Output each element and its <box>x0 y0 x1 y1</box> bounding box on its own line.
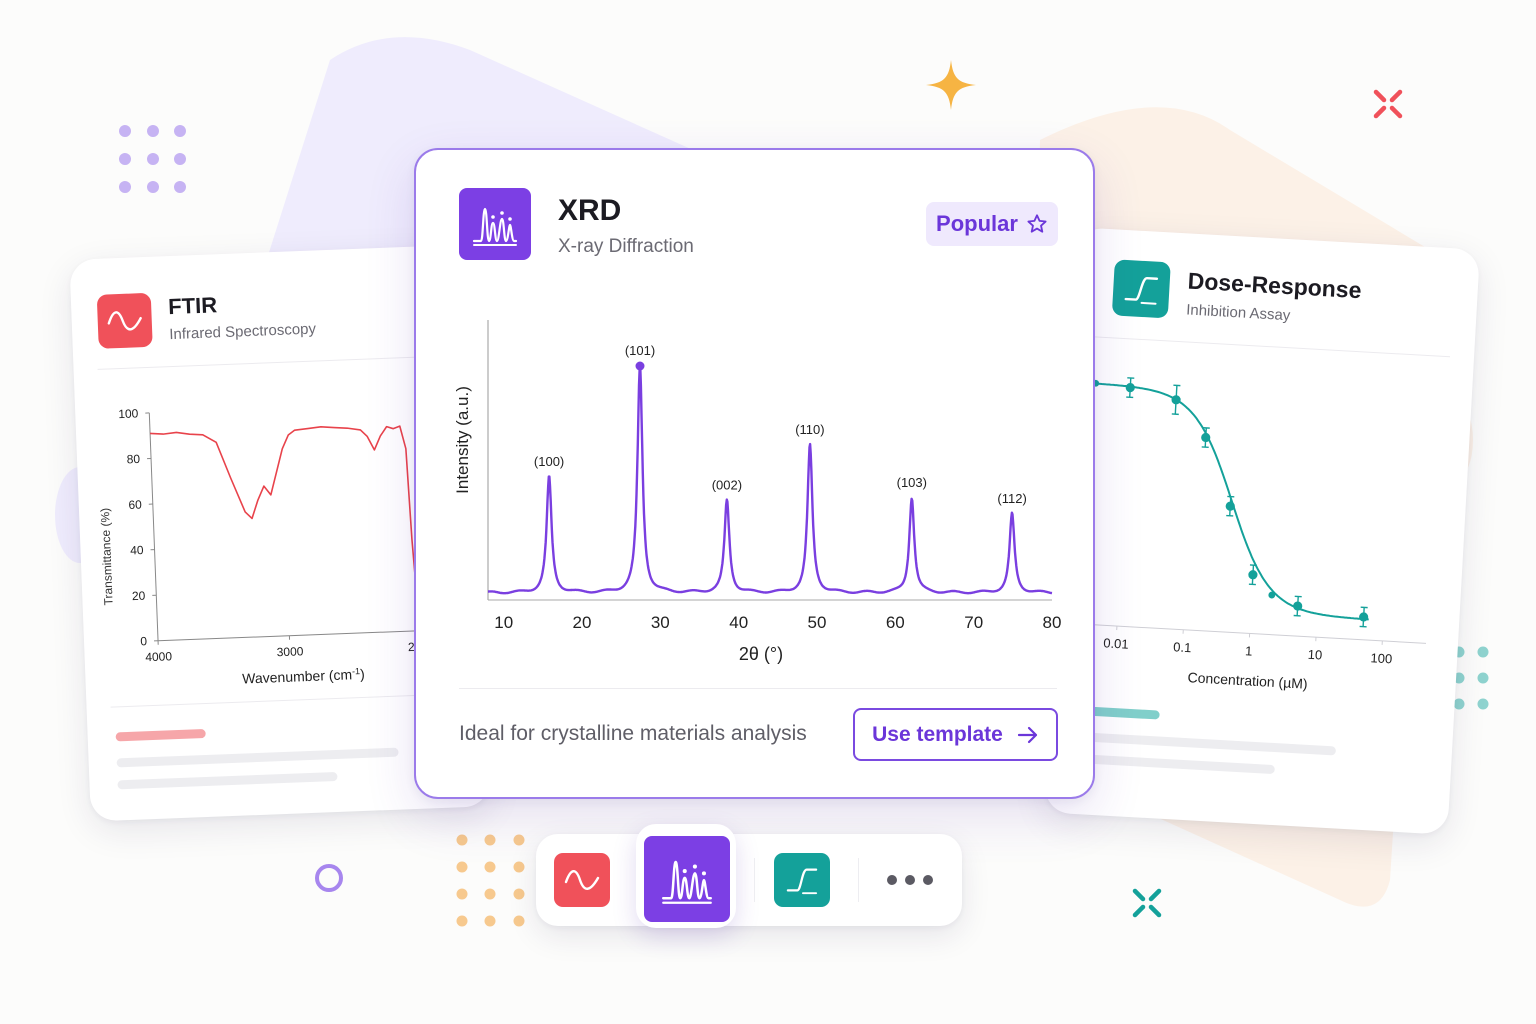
skeleton-line <box>116 747 399 768</box>
ring-icon <box>315 864 343 892</box>
x-tick-label: 10 <box>494 613 513 632</box>
data-point <box>1248 570 1258 580</box>
dose-response-chart: 0.01 0.1 1 10 100 Concentration (µM) <box>1074 377 1427 692</box>
x-tick-label: 80 <box>1043 613 1062 632</box>
peak-label: (110) <box>795 422 824 437</box>
dose-response-card[interactable]: Dose-Response Inhibition Assay 0.01 0.1 1 1… <box>1043 227 1481 835</box>
skeleton-bar <box>115 729 206 742</box>
dock-item-ftir[interactable] <box>554 853 610 907</box>
y-axis-label: Intensity (a.u.) <box>453 386 472 494</box>
peak-label: (100) <box>534 454 564 469</box>
sigmoid-icon <box>786 868 818 895</box>
sigmoid-icon <box>1111 259 1171 319</box>
popular-label: Popular <box>936 211 1018 236</box>
x-tick-label: 3000 <box>276 644 304 659</box>
purple-dot-grid <box>119 125 186 193</box>
x-tick-label: 40 <box>729 613 748 632</box>
x-tick-label: 0.01 <box>1103 635 1129 651</box>
x-tick-label: 0.1 <box>1173 639 1192 655</box>
wave-icon <box>96 292 153 349</box>
teal-dot-grid <box>1453 646 1489 710</box>
data-point <box>1201 432 1211 443</box>
wave-icon <box>564 870 600 890</box>
peak-label: (112) <box>997 491 1026 506</box>
ftir-card[interactable]: FTIR Infrared Spectroscopy Transmittance… <box>69 244 491 822</box>
y-tick-label: 60 <box>128 497 142 512</box>
dock-item-xrd[interactable] <box>644 836 730 922</box>
xrd-card[interactable]: XRD X-ray Diffraction Popular Intensity … <box>414 148 1095 799</box>
x-tick-label: 50 <box>808 613 827 632</box>
close-icon <box>1373 89 1403 119</box>
skeleton-line <box>117 771 338 790</box>
peak-marker <box>635 361 645 371</box>
fit-curve <box>1083 381 1369 621</box>
card-subtitle: Infrared Spectroscopy <box>168 320 317 344</box>
template-dock <box>536 824 962 928</box>
xrd-peaks-icon <box>662 860 712 904</box>
peak-label: (101) <box>625 343 655 358</box>
sparkle-icon <box>926 60 976 110</box>
x-axis-label: Concentration (µM) <box>1187 669 1308 692</box>
x-axis-label: 2θ (°) <box>739 644 783 664</box>
dock-item-dose-response[interactable] <box>774 853 830 907</box>
x-tick-label: 100 <box>1370 650 1393 666</box>
orange-dot-grid <box>456 834 525 927</box>
x-tick-label: 10 <box>1307 647 1322 663</box>
use-template-button[interactable]: Use template <box>853 708 1058 761</box>
x-tick-label: 20 <box>573 613 592 632</box>
peak-label: (103) <box>897 475 927 490</box>
y-axis-label: Transmittance (%) <box>98 508 116 606</box>
card-title: XRD <box>558 194 622 227</box>
x-axis-label: Wavenumber (cm-1) <box>242 666 365 687</box>
use-template-label: Use template <box>872 722 1003 746</box>
x-tick-label: 30 <box>651 613 670 632</box>
card-title: FTIR <box>167 292 218 320</box>
x-tick-label: 4000 <box>145 649 173 664</box>
card-subtitle: X-ray Diffraction <box>558 236 694 257</box>
x-tick-label: 60 <box>886 613 905 632</box>
data-point <box>1225 501 1235 511</box>
xrd-peaks-icon <box>459 188 531 260</box>
x-tick-label: 1 <box>1245 643 1253 658</box>
arrow-right-icon <box>1017 726 1037 743</box>
y-tick-label: 40 <box>130 543 144 558</box>
star-outline-icon <box>1027 214 1047 233</box>
data-point <box>1171 395 1181 405</box>
y-tick-label: 20 <box>132 589 146 604</box>
dock-separator <box>754 858 755 902</box>
card-subtitle: Inhibition Assay <box>1185 301 1291 325</box>
peak-label: (002) <box>712 478 742 493</box>
y-tick-label: 80 <box>126 452 140 467</box>
y-tick-label: 100 <box>118 406 139 421</box>
dock-item-more[interactable] <box>880 864 940 896</box>
more-dots-icon <box>887 875 933 885</box>
data-point <box>1125 383 1135 393</box>
data-point <box>1293 601 1303 611</box>
xrd-series-line <box>487 366 1053 595</box>
popular-badge: Popular <box>926 202 1058 246</box>
y-tick-label: 0 <box>140 634 148 648</box>
dock-separator <box>858 858 859 902</box>
card-title: Dose-Response <box>1187 267 1363 304</box>
skeleton-line <box>1074 753 1275 775</box>
divider <box>459 688 1057 689</box>
skeleton-line <box>1075 731 1337 756</box>
template-description: Ideal for crystalline materials analysis <box>459 722 807 745</box>
data-point <box>1268 591 1276 599</box>
xrd-chart: Intensity (a.u.) (100) (101) (002) (110) (10… <box>453 320 1062 664</box>
close-icon <box>1132 888 1162 918</box>
data-point <box>1359 612 1369 622</box>
x-tick-label: 70 <box>964 613 983 632</box>
